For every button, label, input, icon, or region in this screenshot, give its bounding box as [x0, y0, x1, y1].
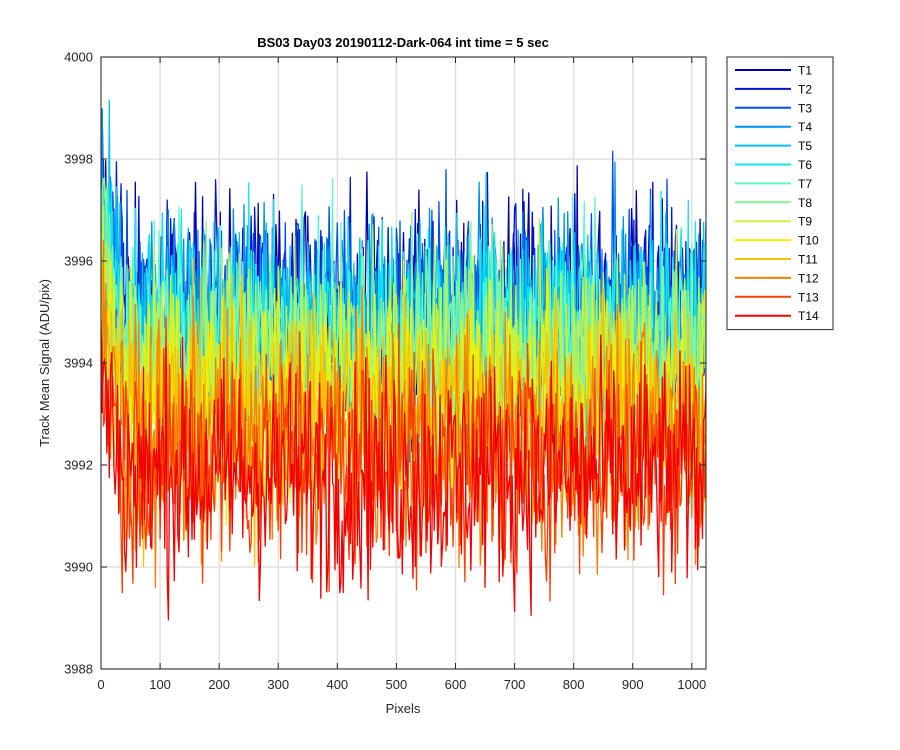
legend-label-t11: T11 — [798, 253, 818, 267]
legend-box — [726, 56, 834, 331]
x-tick-label: 700 — [504, 677, 526, 692]
x-tick-label: 800 — [563, 677, 585, 692]
legend-label-t6: T6 — [798, 158, 812, 172]
series-lines — [101, 99, 706, 621]
legend-label-t4: T4 — [798, 120, 812, 134]
legend-label-t2: T2 — [798, 82, 812, 96]
x-tick-label: 300 — [267, 677, 289, 692]
y-tick-label: 3990 — [64, 560, 93, 575]
x-tick-label: 0 — [97, 677, 104, 692]
x-tick-label: 500 — [386, 677, 408, 692]
y-tick-label: 4000 — [64, 50, 93, 65]
x-tick-label: 600 — [445, 677, 467, 692]
x-tick-label: 200 — [208, 677, 230, 692]
legend-label-t5: T5 — [798, 139, 812, 153]
y-tick-label: 3998 — [64, 152, 93, 167]
x-tick-label: 100 — [149, 677, 171, 692]
y-axis-label: Track Mean Signal (ADU/pix) — [37, 279, 52, 447]
legend-label-t3: T3 — [798, 101, 812, 115]
y-tick-label: 3996 — [64, 254, 93, 269]
y-tick-label: 3994 — [64, 356, 93, 371]
legend-label-t1: T1 — [798, 64, 812, 78]
series-line-t13 — [101, 316, 706, 602]
legend-label-t9: T9 — [798, 215, 812, 229]
x-tick-label: 1000 — [677, 677, 706, 692]
plot-area: 0 100 200 300 400 500 600 700 800 900 1000 3988 3990… — [64, 50, 707, 692]
y-tick-label: 3988 — [64, 662, 93, 677]
series-line-t14 — [101, 318, 706, 621]
legend-label-t7: T7 — [798, 177, 812, 191]
legend-label-t12: T12 — [798, 271, 819, 285]
legend-label-t8: T8 — [798, 196, 812, 210]
chart-title: BS03 Day03 20190112-Dark-064 int time = … — [257, 35, 549, 50]
legend-label-t14: T14 — [798, 309, 819, 323]
x-tick-label: 900 — [622, 677, 644, 692]
legend: T1 T2 T3 T4 T5 T6 T7 T8 T9 T10 T11 T12 T13 T14 — [726, 56, 834, 331]
legend-label-t13: T13 — [798, 290, 819, 304]
legend-label-t10: T10 — [798, 234, 819, 248]
y-tick-label: 3992 — [64, 458, 93, 473]
x-tick-label: 400 — [326, 677, 348, 692]
x-axis-label: Pixels — [386, 701, 421, 716]
